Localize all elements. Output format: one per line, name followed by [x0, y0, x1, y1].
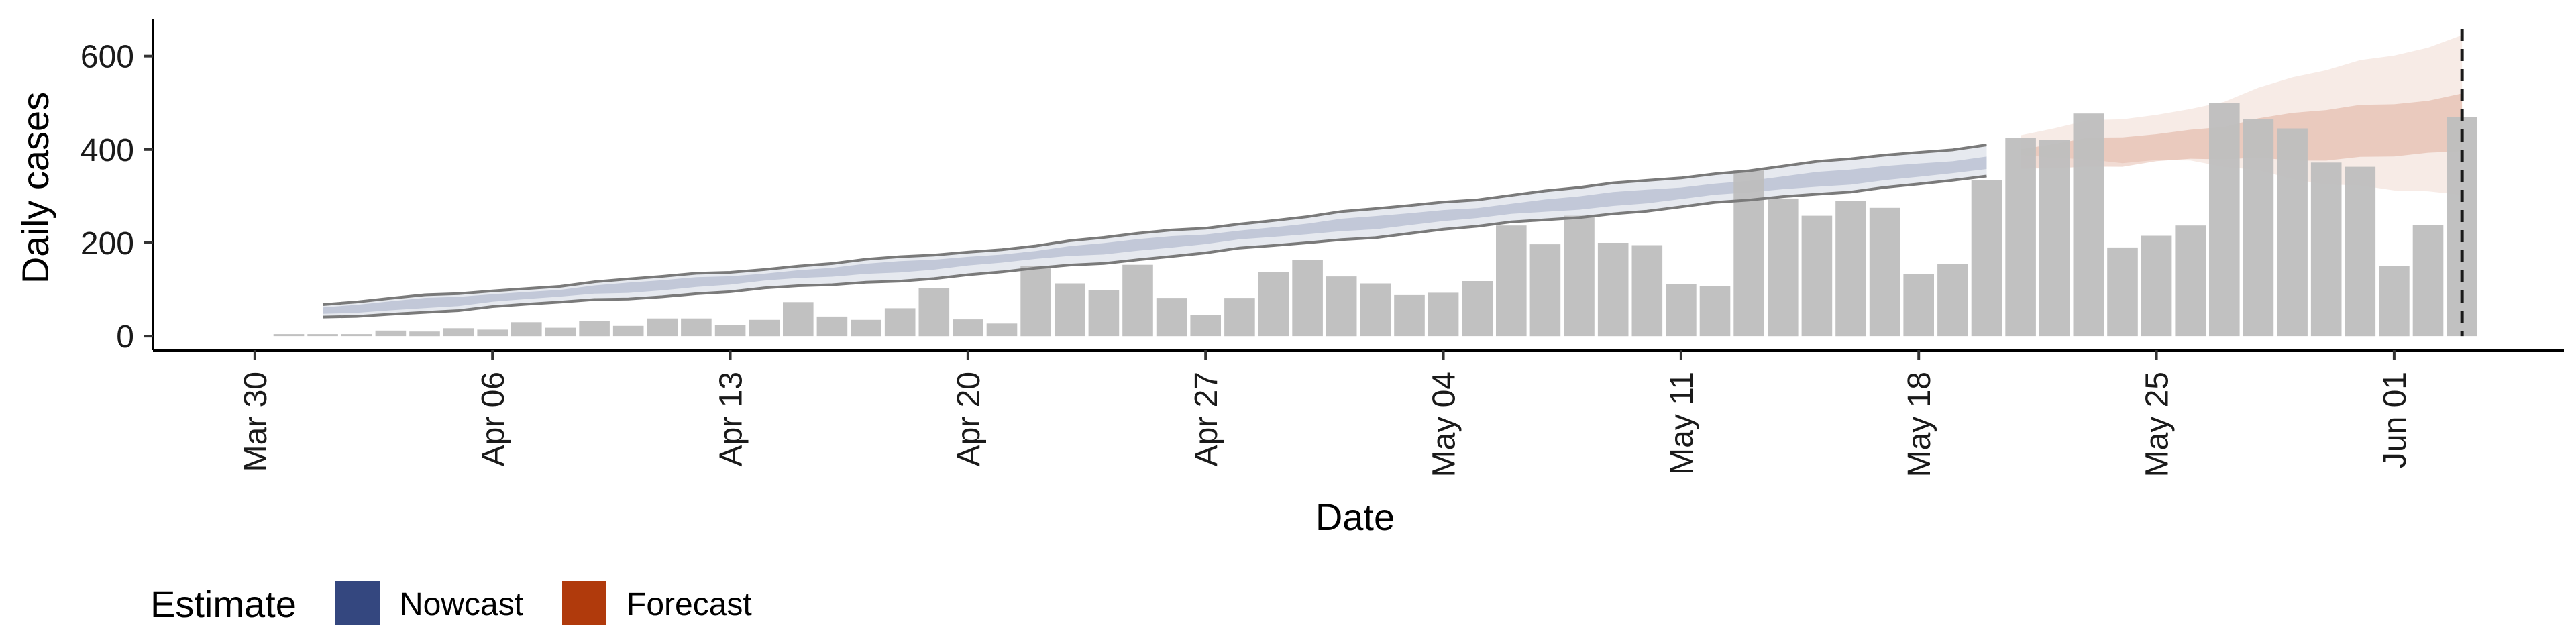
- bar-12: [681, 318, 712, 337]
- bar-62: [2379, 266, 2410, 337]
- bar-16: [816, 316, 848, 337]
- nowcast-upper-line: [322, 144, 1987, 306]
- forecast-band-90: [2021, 35, 2463, 195]
- x-tick-label: Apr 13: [714, 372, 749, 466]
- bar-21: [986, 323, 1018, 337]
- bar-63: [2412, 225, 2444, 337]
- y-tick-label: 400: [80, 133, 134, 168]
- y-ticks: 0 200 400 600: [80, 40, 153, 355]
- bar-37: [1529, 244, 1561, 337]
- bar-60: [2310, 162, 2342, 337]
- bar-13: [714, 325, 746, 337]
- bar-3: [375, 330, 407, 337]
- nowcast-lines: [322, 144, 1987, 319]
- y-tick-label: 0: [116, 319, 134, 355]
- bar-34: [1428, 292, 1459, 337]
- bar-46: [1835, 201, 1866, 337]
- bar-40: [1631, 245, 1663, 337]
- bar-54: [2107, 247, 2138, 337]
- bar-36: [1496, 225, 1527, 337]
- bar-4: [409, 331, 440, 337]
- bar-0: [273, 334, 305, 337]
- bar-43: [1733, 170, 1764, 337]
- bar-10: [612, 325, 644, 337]
- bar-50: [1971, 180, 2002, 337]
- bar-5: [443, 328, 474, 337]
- bar-58: [2243, 119, 2274, 337]
- bar-45: [1801, 215, 1833, 337]
- bar-30: [1292, 260, 1323, 337]
- bar-47: [1869, 207, 1900, 337]
- nowcast-band-90: [323, 145, 1987, 317]
- x-tick-label: Mar 30: [238, 372, 274, 472]
- bar-42: [1699, 286, 1731, 337]
- legend-swatch-nowcast: [335, 581, 380, 625]
- legend: Estimate Nowcast Forecast: [150, 581, 752, 625]
- bar-8: [545, 327, 576, 337]
- bar-22: [1020, 266, 1051, 337]
- bar-33: [1394, 294, 1425, 337]
- bar-53: [2073, 113, 2104, 337]
- bar-20: [953, 319, 983, 337]
- x-tick-label: Apr 20: [951, 372, 987, 466]
- bar-29: [1258, 272, 1289, 337]
- bar-49: [1937, 264, 1968, 337]
- bar-14: [749, 319, 780, 337]
- legend-swatch-forecast: [562, 581, 606, 625]
- y-axis-title: Daily cases: [14, 92, 56, 284]
- nowcast-band-50: [323, 156, 1987, 314]
- x-ticks: Mar 30 Apr 06 Apr 13 Apr 20 Apr 27 May 04 May …: [238, 350, 2413, 477]
- nowcast-bands: [323, 145, 1987, 317]
- x-tick-label: Apr 27: [1189, 372, 1224, 466]
- x-tick-label: Apr 06: [476, 372, 511, 466]
- x-axis-title: Date: [1316, 496, 1395, 538]
- bar-35: [1462, 281, 1493, 337]
- bar-26: [1156, 298, 1187, 337]
- bar-9: [579, 321, 610, 337]
- forecast-band-50: [2021, 93, 2463, 169]
- forecast-bands: [2021, 35, 2463, 195]
- x-tick-label: Jun 01: [2377, 372, 2413, 468]
- bar-24: [1088, 290, 1120, 337]
- bar-27: [1190, 315, 1221, 337]
- bar-41: [1666, 284, 1697, 337]
- legend-label-forecast: Forecast: [627, 587, 752, 623]
- bar-52: [2039, 140, 2070, 337]
- bar-44: [1768, 198, 1799, 337]
- bar-6: [477, 329, 508, 337]
- y-tick-label: 600: [80, 40, 134, 75]
- bar-48: [1903, 274, 1934, 337]
- bar-11: [647, 318, 678, 337]
- bar-18: [884, 308, 916, 337]
- bar-39: [1597, 243, 1629, 337]
- bar-23: [1055, 283, 1085, 337]
- legend-title: Estimate: [150, 583, 297, 625]
- bar-2: [341, 334, 372, 337]
- bar-25: [1122, 264, 1153, 337]
- x-tick-label: May 18: [1902, 372, 1937, 477]
- bar-59: [2277, 128, 2308, 337]
- bar-51: [2005, 138, 2036, 337]
- bar-31: [1326, 276, 1357, 337]
- bar-17: [851, 319, 881, 337]
- bar-38: [1564, 215, 1595, 337]
- bar-55: [2141, 235, 2172, 337]
- bar-57: [2209, 103, 2240, 337]
- nowcast-lower-line: [323, 174, 1987, 319]
- y-tick-label: 200: [80, 226, 134, 262]
- bar-56: [2175, 225, 2206, 337]
- bar-15: [783, 302, 814, 337]
- bar-32: [1360, 283, 1391, 337]
- bar-61: [2345, 166, 2376, 337]
- plot-area: [273, 29, 2477, 337]
- bar-19: [918, 288, 950, 337]
- bar-28: [1224, 298, 1255, 337]
- bar-7: [511, 322, 542, 337]
- x-tick-label: May 25: [2140, 372, 2176, 477]
- x-tick-label: May 11: [1664, 372, 1700, 475]
- x-tick-label: May 04: [1427, 372, 1462, 477]
- bar-1: [307, 334, 338, 337]
- legend-label-nowcast: Nowcast: [400, 587, 523, 623]
